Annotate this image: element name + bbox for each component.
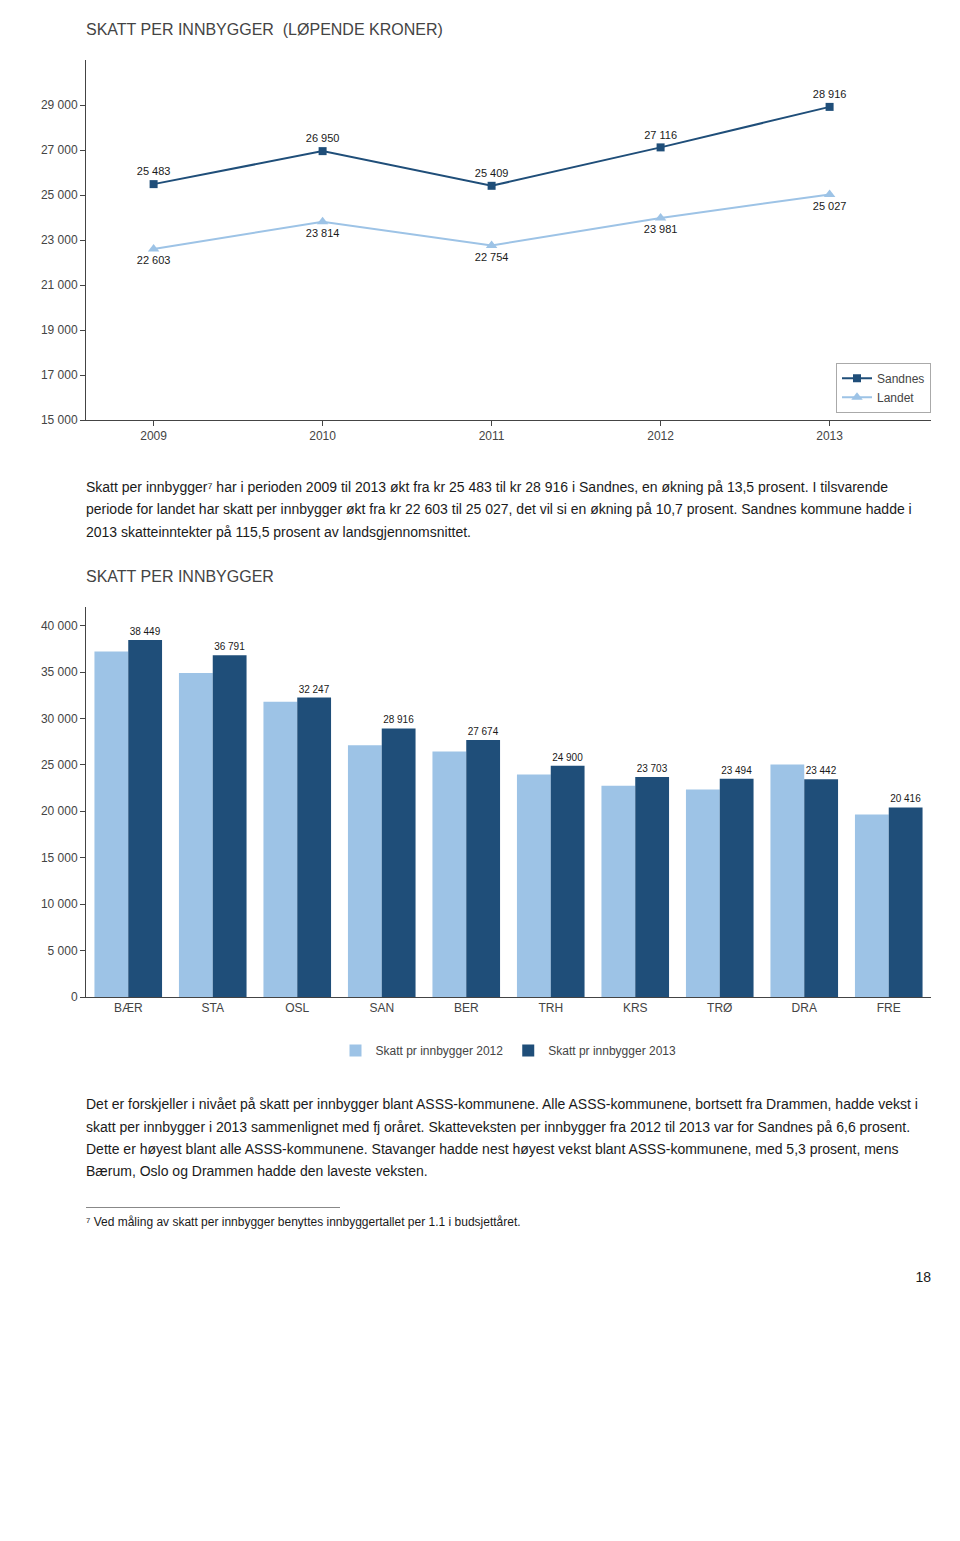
svg-text:17 000: 17 000	[41, 368, 78, 382]
svg-text:25 000: 25 000	[41, 188, 78, 202]
svg-text:SAN: SAN	[369, 1002, 394, 1016]
svg-text:19 000: 19 000	[41, 323, 78, 337]
svg-text:20 000: 20 000	[41, 805, 78, 819]
svg-text:23 703: 23 703	[637, 763, 668, 774]
svg-text:KRS: KRS	[623, 1002, 648, 1016]
svg-text:OSL: OSL	[285, 1002, 309, 1016]
svg-text:23 000: 23 000	[41, 233, 78, 247]
svg-text:SKATT PER INNBYGGER (LØPENDE: SKATT PER INNBYGGER (LØPENDE KRONER)	[86, 21, 443, 38]
svg-text:2010: 2010	[309, 429, 336, 443]
svg-text:BÆR: BÆR	[114, 1002, 143, 1016]
svg-text:25 000: 25 000	[41, 758, 78, 772]
svg-text:21 000: 21 000	[41, 278, 78, 292]
svg-text:35 000: 35 000	[41, 665, 78, 679]
svg-text:27 000: 27 000	[41, 143, 78, 157]
svg-text:0: 0	[71, 990, 78, 1004]
svg-text:32 247: 32 247	[299, 684, 330, 695]
svg-text:23 494: 23 494	[721, 765, 752, 776]
svg-text:Skatt pr innbygger 2012: Skatt pr innbygger 2012	[376, 1044, 504, 1058]
svg-text:23 442: 23 442	[806, 765, 837, 776]
svg-text:Landet: Landet	[877, 391, 914, 405]
svg-text:2011: 2011	[479, 429, 505, 443]
svg-text:26 950: 26 950	[306, 132, 340, 144]
html-text:Det er forskjeller i nivået på: Det er forskjeller i nivået på skatt per…	[86, 1096, 918, 1180]
svg-text:2013: 2013	[816, 429, 843, 443]
html-text:⁷ Ved måling av skatt per innb: ⁷ Ved måling av skatt per innbygger beny…	[86, 1214, 521, 1229]
svg-text:25 483: 25 483	[137, 165, 171, 177]
svg-text:SKATT PER INNBYGGER: SKATT PER INNBYGGER	[86, 568, 274, 585]
svg-text:24 900: 24 900	[552, 752, 583, 763]
svg-text:23 981: 23 981	[644, 223, 678, 235]
svg-text:2012: 2012	[647, 429, 674, 443]
svg-text:15 000: 15 000	[41, 413, 78, 427]
svg-text:BER: BER	[454, 1002, 479, 1016]
svg-text:29 000: 29 000	[41, 98, 78, 112]
svg-text:FRE: FRE	[877, 1002, 901, 1016]
svg-text:27 674: 27 674	[468, 726, 499, 737]
html-text:Skatt per innbygger⁷ har i per: Skatt per innbygger⁷ har i perioden 2009…	[86, 479, 912, 540]
svg-text:25 409: 25 409	[475, 167, 509, 179]
svg-text:38 449: 38 449	[130, 626, 161, 637]
svg-text:5 000: 5 000	[48, 944, 78, 958]
svg-text:36 791: 36 791	[214, 642, 245, 653]
html-text:18: 18	[915, 1268, 931, 1285]
svg-text:28 916: 28 916	[383, 715, 414, 726]
svg-text:Sandnes: Sandnes	[877, 372, 924, 386]
svg-text:TRH: TRH	[538, 1002, 563, 1016]
svg-text:STA: STA	[202, 1002, 224, 1016]
svg-text:22 754: 22 754	[475, 251, 509, 263]
svg-text:25 027: 25 027	[813, 200, 847, 212]
svg-text:TRØ: TRØ	[707, 1002, 732, 1016]
svg-text:Skatt pr innbygger 2013: Skatt pr innbygger 2013	[548, 1044, 676, 1058]
svg-text:10 000: 10 000	[41, 898, 78, 912]
svg-text:40 000: 40 000	[41, 619, 78, 633]
svg-text:30 000: 30 000	[41, 712, 78, 726]
svg-text:28 916: 28 916	[813, 88, 847, 100]
svg-text:22 603: 22 603	[137, 254, 171, 266]
svg-text:2009: 2009	[140, 429, 167, 443]
svg-text:15 000: 15 000	[41, 851, 78, 865]
svg-text:20 416: 20 416	[890, 794, 921, 805]
svg-text:DRA: DRA	[792, 1002, 817, 1016]
svg-text:27 116: 27 116	[644, 129, 677, 141]
svg-text:23 814: 23 814	[306, 227, 340, 239]
